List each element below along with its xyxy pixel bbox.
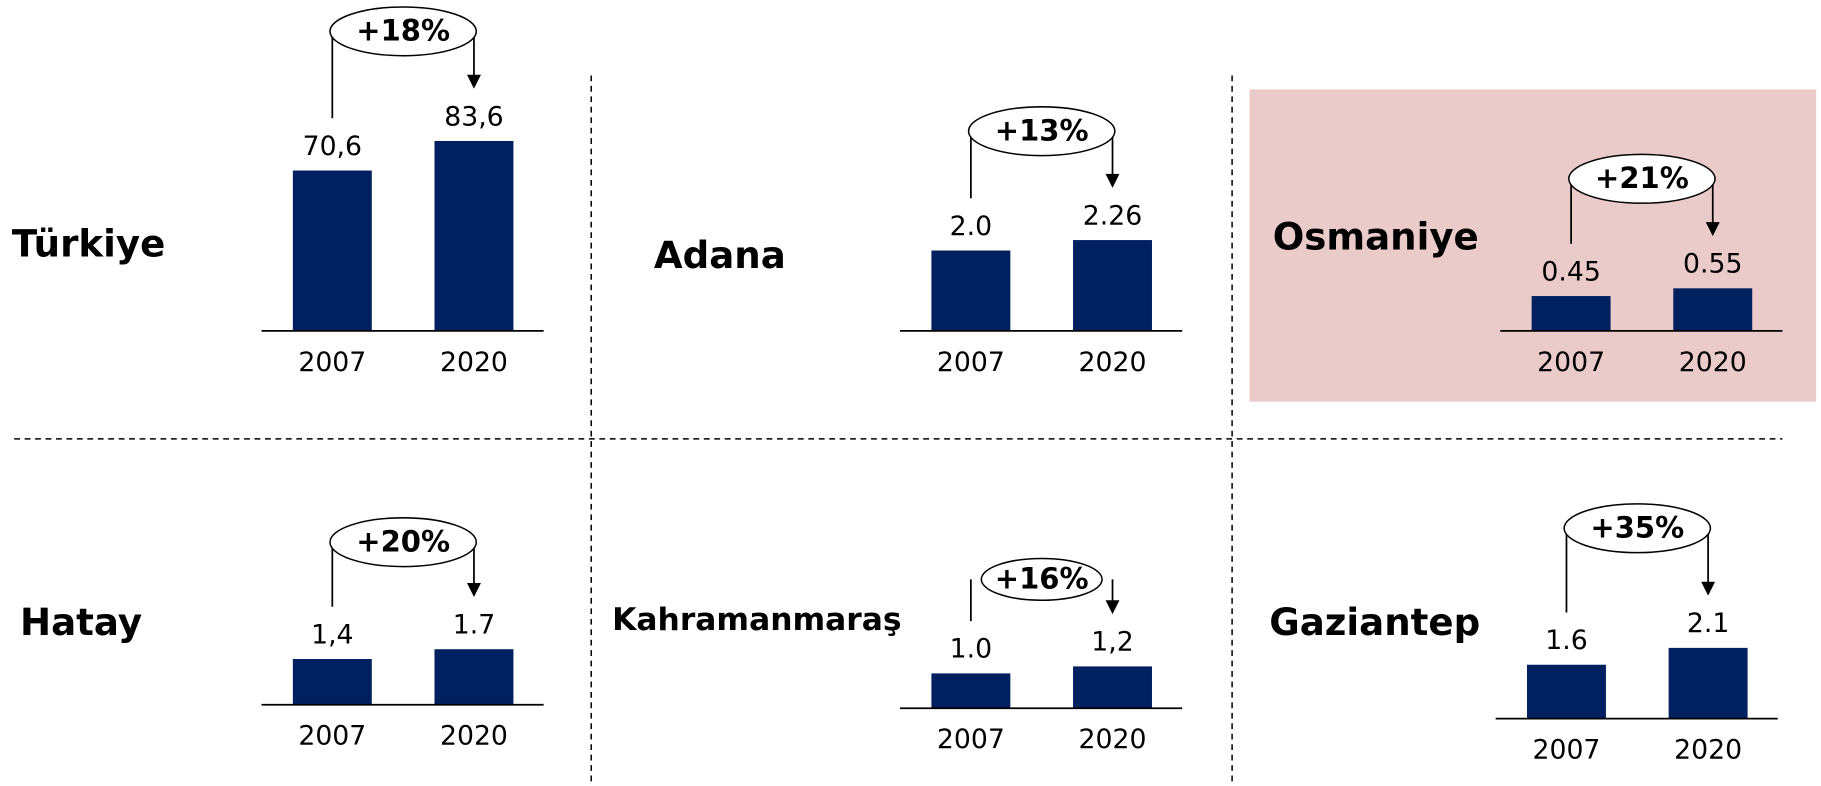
bar: [1526, 664, 1606, 719]
value-label: 1,2: [1091, 627, 1133, 658]
region-title: Gaziantep: [1269, 601, 1480, 644]
category-label: 2007: [937, 347, 1005, 378]
bar: [1531, 296, 1611, 331]
small-chart: Adana 2.0 2007 2.26 2020 +13%: [654, 106, 1183, 378]
category-label: 2007: [298, 347, 366, 378]
arrow-head: [1105, 600, 1120, 615]
highlight-background: [1249, 89, 1817, 402]
bar: [434, 140, 514, 331]
value-label: 0.45: [1541, 256, 1600, 287]
annotation-bubble: [329, 6, 478, 57]
annotation: +18%: [356, 14, 450, 48]
small-chart: Kahramanmaraş 1.0 2007 1,2 2020 +16%: [612, 557, 1183, 755]
bar: [292, 170, 372, 331]
annotation-bubble: [329, 517, 478, 568]
category-label: 2007: [937, 724, 1005, 755]
small-chart: Gaziantep 1.6 2007 2.1 2020 +35%: [1269, 503, 1778, 766]
value-label: 83,6: [444, 101, 503, 132]
annotation: +21%: [1595, 161, 1689, 195]
category-label: 2020: [1079, 724, 1147, 755]
small-chart: Türkiye 70,6 2007 83,6 2020 +18%: [12, 6, 544, 378]
value-label: 1,4: [311, 619, 353, 650]
value-label: 2.26: [1083, 200, 1142, 231]
value-label: 2.1: [1687, 608, 1729, 639]
annotation: +35%: [1590, 510, 1684, 544]
region-title: Türkiye: [12, 223, 165, 266]
category-label: 2020: [1679, 347, 1747, 378]
value-label: 1.7: [453, 609, 495, 640]
annotation: +13%: [995, 113, 1089, 147]
value-label: 0.55: [1683, 249, 1742, 280]
category-label: 2007: [1533, 735, 1601, 766]
category-label: 2020: [440, 347, 508, 378]
region-title: Adana: [654, 234, 786, 277]
region-title: Osmaniye: [1273, 216, 1479, 259]
arrow-head: [1705, 222, 1720, 237]
annotation: +16%: [995, 562, 1089, 596]
category-label: 2007: [1537, 347, 1605, 378]
arrow-head: [1105, 173, 1120, 188]
category-label: 2020: [440, 721, 508, 752]
bar: [292, 659, 372, 705]
bar: [1073, 666, 1152, 709]
region-title: Hatay: [20, 601, 142, 644]
annotation-bubble: [1568, 153, 1716, 204]
value-label: 2.0: [950, 211, 992, 242]
value-label: 1.0: [950, 634, 992, 665]
arrow-head: [466, 74, 481, 89]
small-chart: Osmaniye 0.45 2007 0.55 2020 +21%: [1273, 153, 1783, 378]
category-label: 2020: [1079, 347, 1147, 378]
small-chart: Hatay 1,4 2007 1.7 2020 +20%: [20, 517, 544, 752]
category-label: 2020: [1674, 735, 1742, 766]
bar: [931, 673, 1011, 709]
annotation-bubble: [1563, 503, 1712, 554]
bar: [931, 250, 1011, 331]
bar: [1073, 240, 1152, 331]
annotation-bubble: [967, 106, 1116, 157]
arrow-head: [466, 583, 481, 597]
annotation-bubble: [980, 557, 1103, 601]
arrow-head: [1701, 581, 1716, 596]
bar: [434, 649, 514, 705]
bar: [1668, 647, 1748, 719]
region-title: Kahramanmaraş: [612, 602, 901, 638]
value-label: 1.6: [1545, 625, 1587, 656]
category-label: 2007: [298, 721, 366, 752]
annotation: +20%: [356, 524, 450, 558]
bar: [1673, 288, 1753, 331]
value-label: 70,6: [303, 131, 362, 162]
